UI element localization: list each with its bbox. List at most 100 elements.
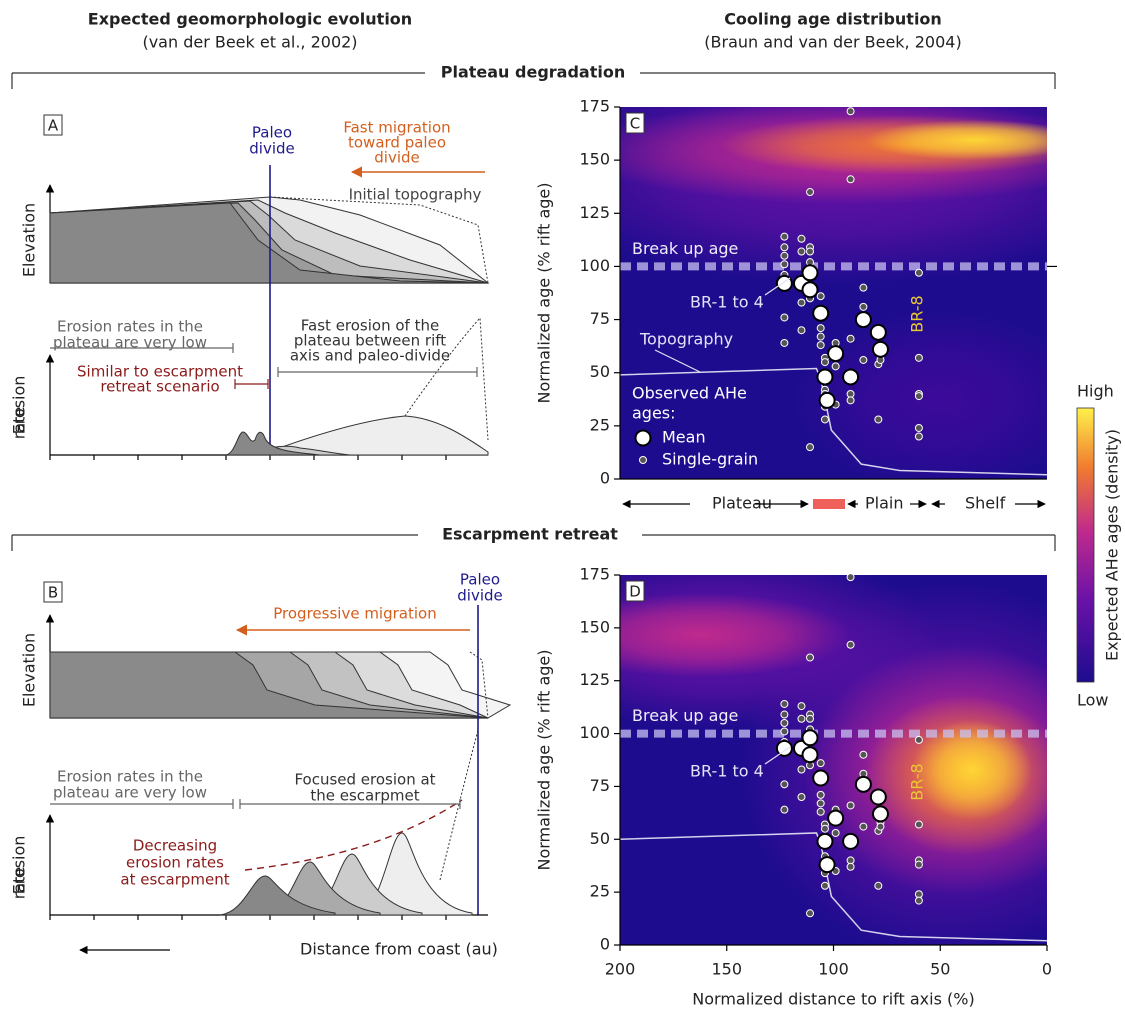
erosion-hump	[259, 415, 489, 456]
panel-label: C	[630, 115, 640, 133]
annotation: BR-1 to 4	[690, 762, 764, 781]
mean-point	[827, 809, 845, 827]
y-tick-label: 150	[579, 150, 610, 169]
single-grain-point	[780, 727, 789, 736]
label: rate	[10, 867, 29, 900]
y-tick-label: 50	[590, 362, 610, 381]
single-grain-point	[797, 247, 806, 256]
single-grain-point	[874, 881, 883, 890]
single-grain-point	[859, 283, 868, 292]
panel-label-box	[625, 580, 645, 602]
y-tick-label: 150	[579, 617, 610, 636]
label: retreat scenario	[100, 378, 219, 396]
label: Paleo	[460, 571, 500, 589]
label: plateau are very low	[53, 784, 207, 802]
label: Paleo	[252, 124, 292, 142]
y-tick-label: 25	[590, 415, 610, 434]
zone-label: Shelf	[965, 494, 1006, 513]
y-tick-label: 75	[590, 776, 610, 795]
mean-point	[816, 368, 834, 386]
single-grain-point	[797, 793, 806, 801]
annotation: BR-1 to 4	[690, 293, 764, 312]
label: Focused erosion at	[294, 771, 435, 789]
single-grain-point	[914, 820, 923, 829]
label: Decreasing	[133, 837, 217, 855]
single-grain-point	[780, 719, 789, 727]
annotation: BR-8	[908, 295, 927, 332]
single-grain-point	[846, 175, 855, 184]
mean-point	[871, 805, 889, 823]
colorbar-title: Expected AHe ages (density)	[1103, 429, 1122, 661]
label: axis and paleo-divide	[290, 347, 450, 365]
axis-label: Distance from coast (au)	[300, 940, 498, 959]
annotation-pointer	[764, 277, 791, 296]
single-grain-point	[780, 710, 789, 719]
single-grain-point	[820, 358, 829, 367]
single-grain-point	[806, 188, 815, 197]
single-grain-point	[846, 396, 855, 405]
label: Progressive migration	[273, 605, 436, 623]
single-grain-point	[914, 423, 923, 432]
label: plateau between rift	[294, 332, 446, 350]
mean-point	[801, 729, 819, 747]
breakup-label: Break up age	[632, 239, 738, 258]
mean-point	[827, 345, 845, 363]
annotation-pointer	[764, 746, 791, 765]
legend-swatch	[634, 429, 652, 447]
single-grain-point	[820, 881, 829, 890]
single-grain-point	[780, 699, 789, 708]
single-grain-point	[816, 324, 825, 333]
single-grain-point	[797, 714, 806, 723]
label: Erosion rates in the	[57, 318, 203, 336]
single-grain-point	[816, 332, 825, 341]
single-grain-point	[816, 341, 825, 350]
y-tick-label: 125	[579, 670, 610, 689]
label: Erosion rates in the	[57, 768, 203, 786]
colorbar-label: High	[1077, 382, 1114, 401]
annotation: Topography	[639, 330, 733, 349]
mean-point	[842, 832, 860, 850]
legend-title: ages:	[632, 404, 676, 423]
annotation: BR-8	[908, 763, 927, 800]
colorbar-label: Low	[1077, 691, 1109, 710]
single-grain-point	[780, 338, 789, 347]
label: Initial topography	[349, 186, 482, 204]
label: Cooling age distribution	[724, 10, 942, 29]
density-blob	[865, 120, 1047, 160]
single-grain-point	[780, 232, 789, 241]
label: Erosion	[10, 376, 29, 435]
single-grain-point	[780, 251, 789, 260]
single-grain-point	[859, 302, 868, 311]
single-grain-point	[846, 573, 855, 582]
single-grain-point	[780, 260, 789, 269]
density-blob	[912, 720, 1032, 820]
label: Expected geomorphologic evolution	[88, 10, 412, 29]
single-grain-point	[806, 909, 815, 918]
panel-label: B	[48, 584, 58, 602]
erosion-peak	[219, 875, 336, 916]
single-grain-point	[876, 822, 885, 831]
panel-label-box	[43, 581, 63, 603]
y-tick-label: 175	[579, 565, 610, 584]
y-tick-label: 50	[590, 829, 610, 848]
breakup-label: Break up age	[632, 706, 738, 725]
mean-point	[854, 311, 872, 329]
axis-label: Normalized age (% rift age)	[535, 649, 554, 870]
topography-line	[619, 367, 1048, 476]
x-tick-label: 150	[711, 960, 742, 979]
y-tick-label: 100	[579, 723, 610, 742]
y-tick-label: 175	[579, 97, 610, 116]
label: (van der Beek et al., 2002)	[142, 33, 357, 52]
panel-label: A	[48, 117, 59, 135]
y-tick-label: 0	[600, 935, 610, 954]
y-tick-label: 125	[579, 203, 610, 222]
single-grain-point	[797, 234, 806, 243]
single-grain-point	[846, 640, 855, 649]
label: Similar to escarpment	[77, 363, 243, 381]
zone-label: Plateau	[712, 494, 772, 513]
profile	[49, 651, 489, 719]
single-grain-point	[780, 805, 789, 814]
single-grain-point	[816, 799, 825, 808]
label: the escarpmet	[310, 787, 419, 805]
